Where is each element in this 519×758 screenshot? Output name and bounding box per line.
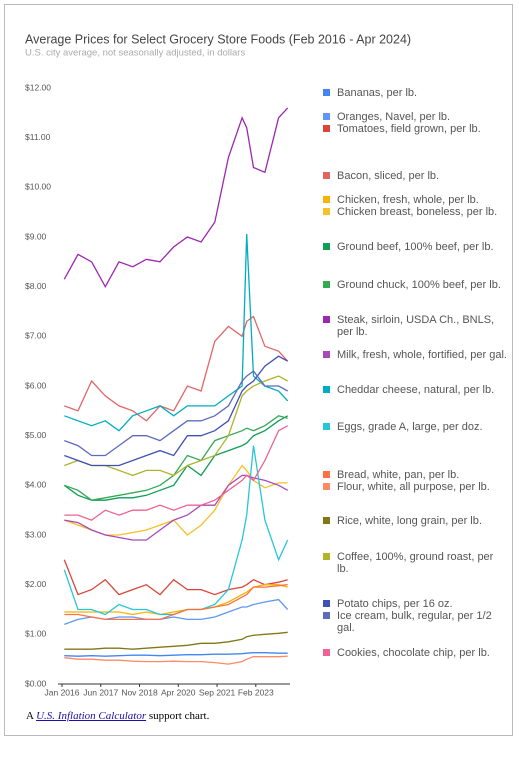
series-line [64,233,289,432]
legend-swatch [323,386,330,393]
y-tick-label: $2.00 [25,579,47,589]
legend-swatch [323,351,330,358]
series-line [64,370,289,457]
legend-label: Bacon, sliced, per lb. [337,170,440,182]
legend-swatch [323,649,330,656]
x-tick-label: Nov 2018 [121,687,158,697]
legend-label: Flour, white, all purpose, per lb. [337,481,490,493]
y-tick-label: $12.00 [25,82,51,92]
legend-swatch [323,89,330,96]
legend-label: Coffee, 100%, ground roast, per lb. [337,551,494,575]
legend-label: Ground chuck, 100% beef, per lb. [337,279,501,291]
x-tick-label: Jan 2016 [45,687,80,697]
legend-swatch [323,196,330,203]
legend-label: Tomatoes, field grown, per lb. [337,123,481,135]
legend-label: Bananas, per lb. [337,87,418,99]
series-line [64,652,288,657]
legend-label: Ground beef, 100% beef, per lb. [337,241,494,253]
legend-label: Chicken breast, boneless, per lb. [337,206,498,218]
footer-link[interactable]: U.S. Inflation Calculator [36,710,147,722]
legend-swatch [323,208,330,215]
legend-label: Potato chips, per 16 oz. [337,598,453,610]
y-tick-label: $6.00 [25,380,47,390]
legend-label: Rice, white, long grain, per lb. [337,515,482,527]
x-tick-label: Feb 2023 [238,687,274,697]
series-line [64,415,288,501]
legend-label: Cookies, chocolate chip, per lb. [337,647,490,659]
y-tick-label: $7.00 [25,331,47,341]
chart: Average Prices for Select Grocery Store … [25,32,411,697]
legend-swatch [323,125,330,132]
legend-label: Ice cream, bulk, regular, per 1/2 gal. [337,610,492,634]
x-tick-label: Sep 2021 [199,687,236,697]
series-line [63,559,288,596]
series-line [64,425,289,521]
series-line [64,315,289,422]
legend-label: Bread, white, pan, per lb. [337,469,460,481]
y-tick-label: $5.00 [25,430,47,440]
y-tick-label: $8.00 [25,281,47,291]
x-tick-label: Jun 2017 [83,687,118,697]
legend-label: Eggs, grade A, large, per doz. [337,421,483,433]
legend-label: Steak, sirloin, USDA Ch., BNLS, per lb. [337,314,495,338]
legend-swatch [323,471,330,478]
legend-swatch [323,517,330,524]
legend-label: Cheddar cheese, natural, per lb. [337,384,495,396]
series-line [64,655,288,665]
y-tick-label: $10.00 [25,182,51,192]
series-line [63,107,289,289]
legend-swatch [323,483,330,490]
y-tick-label: $1.00 [25,629,47,639]
series-line [64,584,288,616]
chart-title: Average Prices for Select Grocery Store … [25,32,411,46]
legend-label: Milk, fresh, whole, fortified, per gal. [337,349,507,361]
y-tick-label: $0.00 [25,678,47,688]
legend-swatch [323,281,330,288]
legend-swatch [323,243,330,250]
y-tick-label: $11.00 [25,132,51,142]
legend-swatch [323,172,330,179]
y-tick-label: $3.00 [25,529,47,539]
y-tick-label: $9.00 [25,231,47,241]
legend-swatch [323,113,330,120]
legend-swatch [323,612,330,619]
legend-label: Oranges, Navel, per lb. [337,111,451,123]
legend-swatch [323,553,330,560]
series-line [64,474,289,541]
legend-swatch [323,600,330,607]
legend-swatch [323,423,330,430]
series-line [64,584,288,621]
footer-text: A [26,710,37,722]
legend-swatch [323,316,330,323]
chart-frame [4,4,513,736]
series-line [64,355,289,467]
chart-subtitle: U.S. city average, not seasonally adjust… [25,48,245,59]
x-tick-label: Apr 2020 [161,687,196,697]
footer-text: support chart. [146,710,210,722]
series-line [64,631,288,650]
series-line [64,375,289,477]
legend-label: Chicken, fresh, whole, per lb. [337,194,479,206]
footer: A U.S. Inflation Calculator support char… [26,710,209,722]
y-tick-label: $4.00 [25,480,47,490]
